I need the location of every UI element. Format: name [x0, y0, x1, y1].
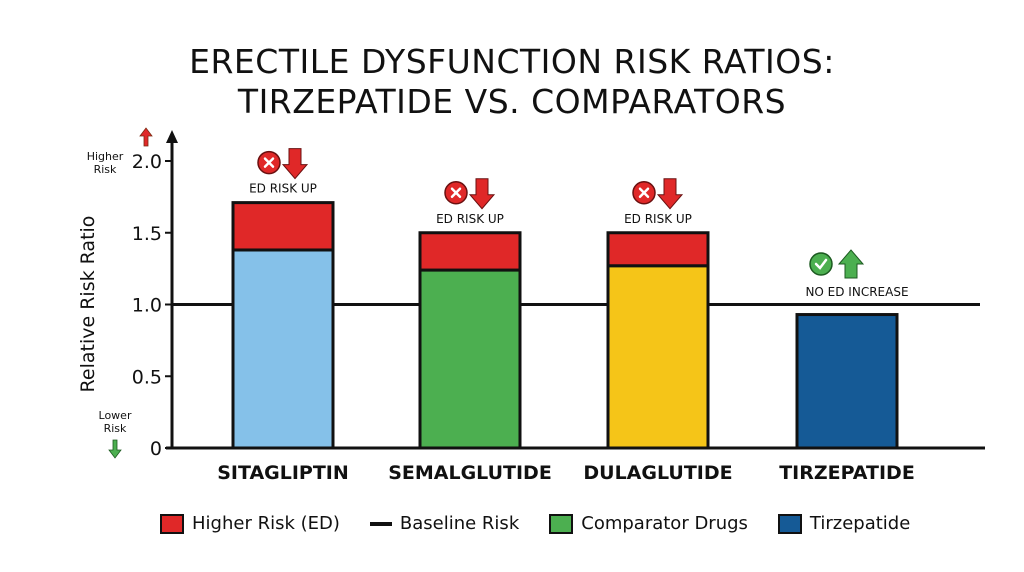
bar-annotation: ED RISK UP [624, 212, 692, 226]
legend-label: Comparator Drugs [581, 513, 748, 534]
bar-risk-segment [606, 231, 710, 268]
legend-swatch [777, 513, 802, 534]
legend: Higher Risk (ED) Baseline Risk Comparator … [160, 513, 940, 534]
down-arrow-icon [468, 178, 496, 210]
up-arrow-icon [837, 249, 865, 279]
legend-label: Higher Risk (ED) [192, 513, 340, 534]
title-line-1: ERECTILE DYSFUNCTION RISK RATIOS: [189, 42, 835, 81]
check-mark [814, 258, 828, 270]
higher-risk-label: Higher [87, 150, 124, 163]
bar-tirzepatide [795, 313, 899, 450]
bar-semalglutide [418, 268, 522, 450]
lower-risk-label: Risk [104, 422, 127, 435]
y-tick-label: 1.5 [132, 223, 162, 245]
legend-label: Tirzepatide [809, 513, 911, 534]
legend-item: Baseline Risk [369, 513, 520, 534]
y-tick-label: 2.0 [132, 151, 162, 173]
higher-risk-label: Risk [94, 163, 117, 176]
y-axis-arrow [166, 130, 178, 143]
title-line-2: TIRZEPATIDE VS. COMPARATORS [237, 82, 787, 121]
bar-risk-segment [231, 201, 335, 252]
y-tick-label: 0 [150, 438, 162, 460]
down-arrow-icon [656, 178, 684, 210]
bar-annotation: ED RISK UP [249, 182, 317, 196]
up-arrow-icon [139, 127, 153, 147]
x-mark [263, 157, 275, 168]
down-arrow-icon [108, 439, 122, 459]
x-tick-label: SITAGLIPTIN [217, 462, 349, 484]
y-axis-label: Relative Risk Ratio [77, 216, 99, 393]
chart-title: ERECTILE DYSFUNCTION RISK RATIOS: TIRZEP… [0, 42, 1024, 122]
bar-dulaglutide [606, 264, 710, 450]
x-mark [638, 187, 650, 198]
bar-annotation: NO ED INCREASE [805, 285, 908, 299]
legend-item: Tirzepatide [777, 513, 911, 534]
legend-swatch [549, 513, 574, 534]
legend-swatch [160, 513, 184, 534]
down-arrow-icon [281, 148, 309, 180]
x-tick-label: SEMALGLUTIDE [388, 462, 552, 484]
bar-annotation: ED RISK UP [436, 212, 504, 226]
legend-item: Higher Risk (ED) [160, 513, 340, 534]
x-tick-label: DULAGLUTIDE [583, 462, 732, 484]
lower-risk-label: Lower [99, 409, 132, 422]
legend-swatch [369, 521, 392, 526]
x-tick-label: TIRZEPATIDE [779, 462, 915, 484]
bar-risk-segment [418, 231, 522, 272]
bar-sitagliptin [231, 248, 335, 450]
y-tick-label: 1.0 [132, 295, 162, 317]
x-mark [450, 187, 462, 198]
legend-item: Comparator Drugs [549, 513, 748, 534]
legend-label: Baseline Risk [399, 513, 520, 534]
check-circle-icon [809, 252, 833, 276]
y-tick-label: 0.5 [132, 366, 162, 388]
